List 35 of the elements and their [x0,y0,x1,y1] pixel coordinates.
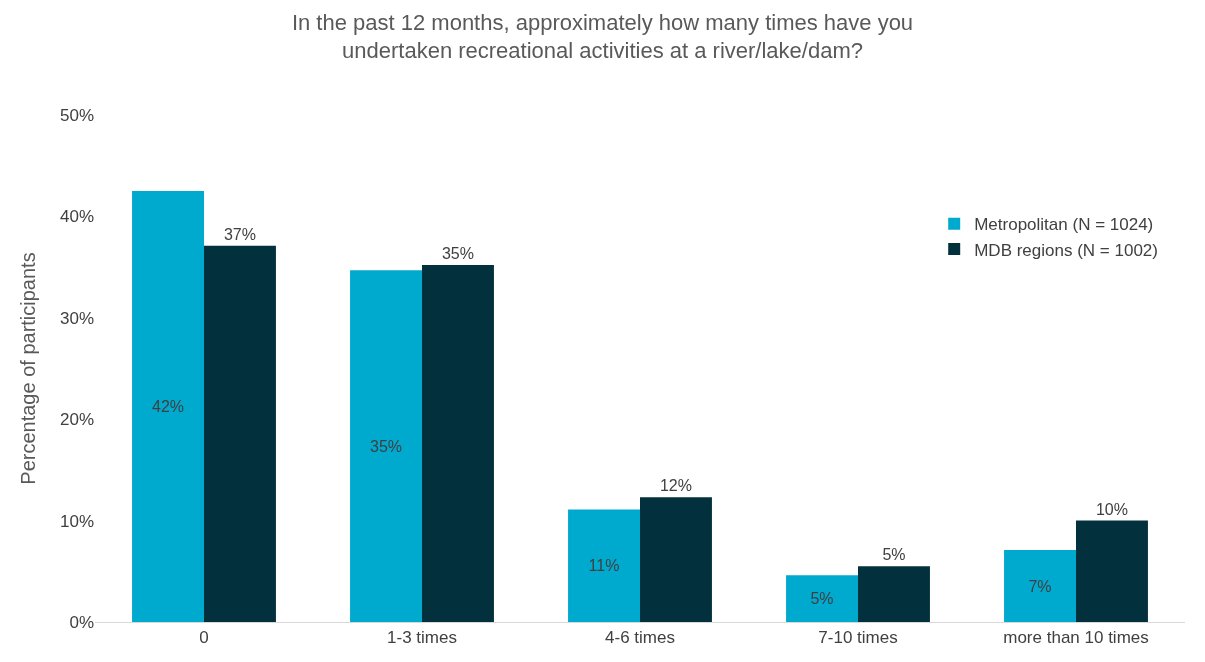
y-tick-label: 40% [59,207,94,227]
bar [640,497,712,622]
bar [858,566,930,622]
y-tick-label: 50% [59,105,94,125]
x-tick-label: 4-6 times [605,628,675,648]
y-tick-label: 20% [59,410,94,430]
legend-label: MDB regions (N = 1002) [974,240,1158,260]
bar [1076,520,1148,622]
bar [786,575,858,622]
x-tick-label: 0 [199,628,209,648]
bar [132,191,204,622]
y-tick-label: 0% [69,612,94,632]
bar [350,270,422,622]
data-label: 42% [152,398,185,416]
data-label: 5% [882,546,906,564]
bar [422,265,494,622]
chart-title: In the past 12 months, approximately how many times have you undertaken recreational activities at a river/lake/dam? [291,9,914,64]
data-label: 37% [223,225,256,243]
y-axis-title: Percentage of participants [17,252,40,485]
data-label: 35% [441,245,474,263]
data-label: 10% [1095,500,1128,518]
bar [1004,550,1076,622]
x-tick-label: 7-10 times [818,628,898,648]
bar [204,245,276,622]
x-tick-label: 1-3 times [387,628,457,648]
data-label: 11% [588,557,620,575]
data-label: 5% [810,590,834,608]
legend-label: Metropolitan (N = 1024) [974,215,1154,235]
y-tick-label: 30% [59,308,94,328]
data-label: 35% [370,437,403,455]
x-tick-label: more than 10 times [1003,628,1149,648]
bar [568,509,640,622]
data-label: 7% [1028,577,1052,595]
data-label: 12% [659,477,692,495]
y-tick-label: 10% [59,511,94,531]
